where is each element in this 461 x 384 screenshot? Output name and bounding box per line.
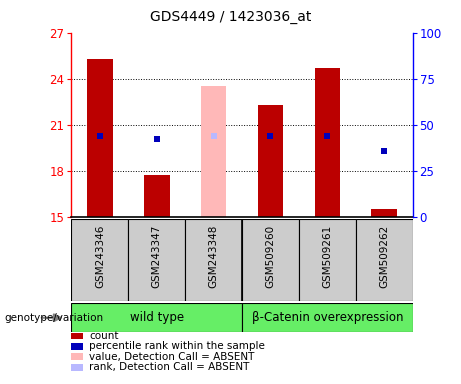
Bar bbox=[128, 219, 185, 301]
Text: value, Detection Call = ABSENT: value, Detection Call = ABSENT bbox=[89, 352, 254, 362]
Bar bbox=[314, 68, 340, 217]
Text: GSM243347: GSM243347 bbox=[152, 225, 162, 288]
Text: GSM243348: GSM243348 bbox=[208, 225, 219, 288]
Text: GSM509260: GSM509260 bbox=[266, 225, 276, 288]
Text: GSM243346: GSM243346 bbox=[95, 225, 105, 288]
Bar bbox=[356, 219, 413, 301]
Text: wild type: wild type bbox=[130, 311, 184, 324]
Text: count: count bbox=[89, 331, 118, 341]
Bar bbox=[144, 175, 170, 217]
Text: β-Catenin overexpression: β-Catenin overexpression bbox=[252, 311, 403, 324]
Text: GDS4449 / 1423036_at: GDS4449 / 1423036_at bbox=[150, 10, 311, 23]
Bar bbox=[71, 303, 242, 332]
Bar bbox=[185, 219, 242, 301]
Bar bbox=[258, 105, 283, 217]
Bar bbox=[201, 86, 226, 217]
Text: GSM509262: GSM509262 bbox=[379, 225, 389, 288]
Bar bbox=[242, 219, 299, 301]
Text: percentile rank within the sample: percentile rank within the sample bbox=[89, 341, 265, 351]
Bar bbox=[71, 219, 128, 301]
Text: genotype/variation: genotype/variation bbox=[5, 313, 104, 323]
Bar bbox=[299, 219, 356, 301]
Bar bbox=[372, 209, 397, 217]
Text: GSM509261: GSM509261 bbox=[322, 225, 332, 288]
Bar bbox=[242, 303, 413, 332]
Bar bbox=[87, 59, 112, 217]
Text: rank, Detection Call = ABSENT: rank, Detection Call = ABSENT bbox=[89, 362, 249, 372]
